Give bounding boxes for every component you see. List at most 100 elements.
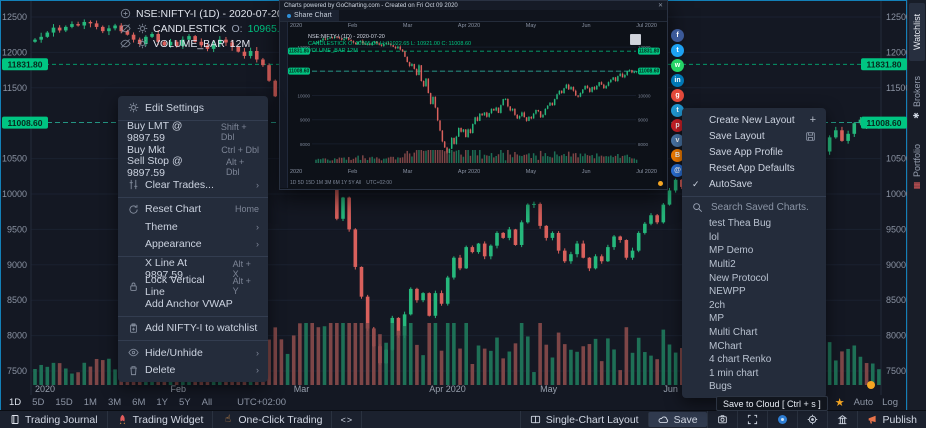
rocket-icon	[117, 414, 128, 425]
bank-icon	[837, 414, 848, 425]
magnifier-icon[interactable]	[119, 8, 131, 20]
svg-text:Jun: Jun	[663, 384, 678, 394]
gear-icon[interactable]	[136, 38, 148, 50]
save-button[interactable]: Save	[647, 412, 707, 427]
toggle-log[interactable]: Log	[882, 397, 898, 408]
publish-button[interactable]: Publish	[856, 411, 926, 428]
menu-item-reset-chart[interactable]: Reset Chart Home	[118, 201, 268, 219]
share-chart-tab[interactable]: Share Chart	[280, 10, 339, 21]
menu-item-clear-trades[interactable]: Clear Trades... ›	[118, 176, 268, 194]
timezone-label[interactable]: UTC+02:00	[237, 397, 287, 408]
scale-mode-labels: Auto Log	[854, 397, 898, 408]
menu-item-add-nifty-i-to-watchlist[interactable]: Add NIFTY-I to watchlist	[118, 320, 268, 338]
menu-item-create-new-layout[interactable]: Create New Layout +	[709, 114, 816, 126]
menu-item-buy-mkt[interactable]: Buy Mkt Ctrl + Dbl	[127, 143, 259, 156]
saved-chart-item[interactable]: Multi Chart	[709, 327, 758, 339]
timeframe-3m[interactable]: 3M	[107, 397, 122, 408]
tab-dot-icon	[287, 13, 291, 18]
screenshot-icon[interactable]	[706, 411, 737, 428]
saved-chart-item[interactable]: Bugs	[709, 381, 732, 393]
gear-icon[interactable]	[136, 23, 148, 35]
saved-chart-item[interactable]: MChart	[709, 340, 742, 352]
fullscreen-icon[interactable]	[736, 411, 767, 428]
menu-item-save-app-profile[interactable]: Save App Profile	[709, 146, 783, 158]
share-pinterest-icon[interactable]: p	[671, 119, 684, 132]
menu-item-appearance[interactable]: Appearance ›	[145, 238, 259, 251]
menu-item-buy-lmt-9897-59[interactable]: Buy LMT @ 9897.59 Shift + Dbl	[127, 120, 247, 145]
favorite-star-icon[interactable]: ★	[834, 397, 845, 409]
share-blogger-icon[interactable]: B	[671, 149, 684, 162]
share-linkedin-icon[interactable]: in	[671, 74, 684, 87]
menu-item-sell-stop-9897-59[interactable]: Sell Stop @ 9897.59 Alt + Dbl	[127, 155, 245, 180]
svg-text:9000: 9000	[7, 260, 27, 270]
timeframe-5y[interactable]: 5Y	[178, 397, 191, 408]
saved-chart-item[interactable]: lol	[709, 231, 720, 243]
target-icon[interactable]	[796, 411, 827, 428]
share-whatsapp-icon[interactable]: w	[671, 59, 684, 72]
toggle-auto[interactable]: Auto	[853, 397, 874, 408]
bank-icon[interactable]	[826, 411, 857, 428]
timeframe-all[interactable]: All	[201, 397, 213, 408]
one-click-trading-button[interactable]: ☝ One-Click Trading	[213, 411, 333, 428]
svg-text:Feb: Feb	[171, 384, 187, 394]
svg-text:May: May	[540, 384, 558, 394]
share-telegram-icon[interactable]: t	[671, 104, 684, 117]
menu-item-add-anchor-vwap[interactable]: Add Anchor VWAP	[145, 297, 233, 310]
eye-off-icon[interactable]	[119, 23, 131, 35]
saved-chart-item[interactable]: 4 chart Renko	[709, 354, 772, 366]
svg-text:10000: 10000	[297, 94, 310, 99]
saved-chart-item[interactable]: New Protocol	[709, 272, 769, 284]
menu-item-theme[interactable]: Theme ›	[145, 220, 259, 233]
menu-item-delete[interactable]: Delete ›	[118, 362, 268, 380]
side-tab-brokers[interactable]: ✱ Brokers	[912, 76, 922, 121]
share-email-icon[interactable]: @	[671, 164, 684, 177]
svg-text:8500: 8500	[7, 295, 27, 305]
saved-chart-item[interactable]: Multi2	[709, 259, 736, 271]
share-googleplus-icon[interactable]: g	[671, 89, 684, 102]
timeframe-1m[interactable]: 1M	[83, 397, 97, 408]
megaphone-icon	[867, 414, 878, 425]
saved-chart-item[interactable]: MP	[709, 313, 724, 325]
close-icon[interactable]: ✕	[657, 3, 663, 9]
timeframe-15d[interactable]: 15D	[55, 397, 73, 408]
saved-chart-item[interactable]: MP Demo	[709, 245, 754, 257]
menu-item-lock-vertical-line[interactable]: Lock Vertical Line Alt + Y	[118, 274, 268, 298]
saved-charts-search[interactable]: Search Saved Charts.	[682, 196, 826, 217]
portfolio-icon: ▦	[912, 181, 922, 191]
svg-text:11831.80: 11831.80	[289, 49, 310, 55]
clipboard-icon	[127, 322, 139, 334]
trading-journal-button[interactable]: Trading Journal	[0, 411, 108, 428]
share-twitter-icon[interactable]: t	[671, 44, 684, 57]
share-facebook-icon[interactable]: f	[671, 29, 684, 42]
svg-text:12500: 12500	[886, 12, 907, 22]
eye-icon	[127, 347, 139, 359]
menu-item-autosave[interactable]: ✓ AutoSave	[692, 178, 753, 190]
menu-item-reset-app-defaults[interactable]: Reset App Defaults	[709, 162, 795, 174]
eye-off-icon[interactable]	[119, 38, 131, 50]
saved-chart-item[interactable]: 2ch	[709, 299, 726, 311]
menu-item-hide-unhide[interactable]: Hide/Unhide ›	[118, 344, 268, 362]
copy-chart-icon[interactable]	[630, 34, 641, 45]
saved-chart-item[interactable]: NEWPP	[709, 286, 746, 298]
share-vk-icon[interactable]: v	[671, 134, 684, 147]
camera-icon[interactable]	[766, 411, 797, 428]
inset-date-axis-top: 2020 Feb Mar Apr 2020 May Jun Jul 2020	[290, 23, 657, 29]
menu-item-edit-settings[interactable]: Edit Settings	[118, 99, 268, 117]
saved-chart-item[interactable]: 1 min chart	[709, 367, 759, 379]
timeframe-6m[interactable]: 6M	[132, 397, 146, 408]
timeframe-5d[interactable]: 5D	[32, 397, 45, 408]
side-tab-watchlist[interactable]: Watchlist	[909, 3, 925, 61]
menu-item-save-layout[interactable]: Save Layout	[682, 128, 826, 144]
svg-text:8000: 8000	[7, 331, 27, 341]
menu-item-x-line-at-9897-59[interactable]: X Line At 9897.59 Alt + X	[145, 256, 251, 281]
timeframe-1y[interactable]: 1Y	[156, 397, 168, 408]
volume-series-label: VOLUME_BAR	[153, 37, 225, 50]
check-icon: ✓	[692, 178, 700, 189]
single-chart-layout-button[interactable]: Single-Chart Layout	[519, 411, 648, 428]
saved-chart-item[interactable]: test Thea Bug	[709, 218, 772, 230]
trading-widget-button[interactable]: Trading Widget	[108, 411, 214, 428]
code-icon[interactable]: <>	[332, 411, 363, 428]
svg-text:8500: 8500	[886, 295, 906, 305]
timeframe-1d[interactable]: 1D	[9, 397, 22, 408]
side-tab-portfolio[interactable]: ▦ Portfolio	[912, 143, 922, 191]
